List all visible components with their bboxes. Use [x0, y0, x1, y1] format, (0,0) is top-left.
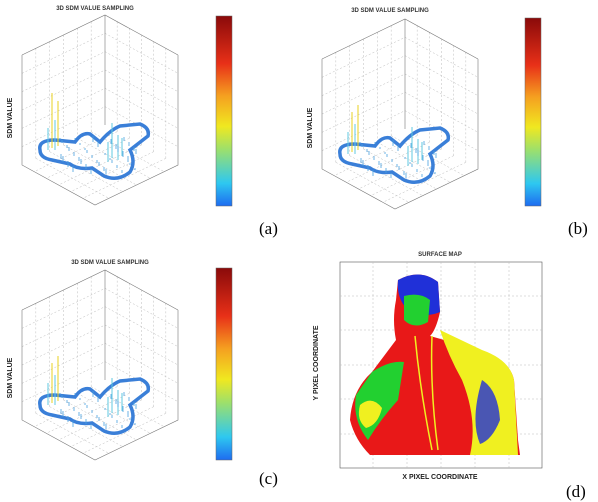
grid-line [70, 406, 154, 447]
grid-line [77, 138, 151, 179]
axis-edge [21, 310, 179, 461]
grid-line [21, 324, 179, 366]
grid-line [321, 37, 479, 78]
grid-line [358, 148, 442, 190]
grid-line [77, 393, 151, 434]
grid-line [382, 162, 466, 203]
sample-outline [38, 122, 151, 180]
grid-line [46, 393, 130, 434]
plot-3d [321, 18, 479, 210]
axis-edge [21, 14, 179, 56]
panel-label: (c) [259, 469, 278, 488]
grid-line [70, 151, 154, 192]
panel-title: SURFACE MAP [418, 252, 462, 258]
colorbar [215, 15, 233, 207]
grid-line [370, 155, 454, 196]
x-axis-label: X PIXEL COORDINATE [402, 474, 478, 481]
z-axis-label: SDM VALUE [7, 97, 14, 138]
grid-line [21, 343, 179, 384]
grid-line [63, 399, 137, 441]
grid-line [21, 51, 179, 92]
grid-line [321, 73, 479, 115]
grid-line [21, 288, 179, 329]
grid-line [321, 92, 479, 133]
axis-edge [21, 269, 179, 311]
surface-map [339, 261, 543, 469]
panel-title: 3D SDM VALUE SAMPLING [71, 260, 149, 266]
grid-line [58, 144, 142, 186]
grid-line [21, 306, 179, 347]
grid-line [21, 88, 179, 129]
grid-line [34, 386, 118, 427]
axis-edge [321, 59, 479, 210]
panel-label: (b) [568, 219, 588, 238]
axis-edge [321, 18, 479, 60]
sample-outline [38, 377, 151, 435]
colorbar [524, 17, 542, 207]
grid-line [63, 144, 137, 186]
grid-line [34, 131, 118, 172]
grid-line [321, 55, 479, 96]
panel-label: (a) [259, 219, 278, 238]
axis-edge [21, 55, 179, 206]
panel-title: 3D SDM VALUE SAMPLING [351, 8, 429, 14]
colorbar [215, 267, 233, 461]
grid-line [334, 135, 418, 176]
plot-3d [21, 14, 179, 206]
grid-line [82, 158, 166, 199]
grid-line [58, 399, 142, 441]
grid-line [21, 69, 179, 111]
grid-line [82, 413, 166, 454]
grid-line [21, 33, 179, 74]
y-axis-label: Y PIXEL COORDINATE [313, 325, 320, 400]
grid-line [346, 142, 430, 183]
grid-line [46, 138, 130, 179]
plot-3d [21, 269, 179, 461]
panel-label: (d) [566, 482, 586, 501]
panel-title: 3D SDM VALUE SAMPLING [56, 6, 134, 12]
grid-line [377, 142, 451, 183]
grid-line [363, 148, 437, 190]
z-axis-label: SDM VALUE [307, 107, 314, 148]
z-axis-label: SDM VALUE [7, 357, 14, 398]
sample-outline [338, 126, 451, 184]
